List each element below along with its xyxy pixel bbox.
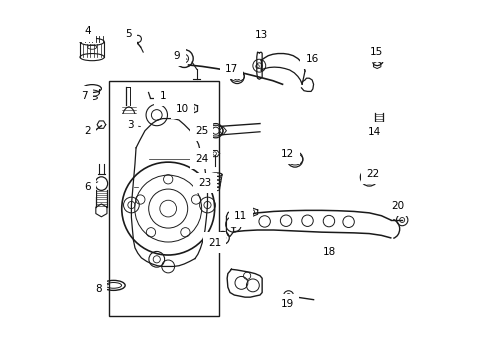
Text: 1: 1: [160, 91, 172, 105]
Text: 9: 9: [174, 51, 187, 61]
Text: 5: 5: [125, 28, 133, 40]
Text: 22: 22: [366, 168, 380, 179]
Text: 25: 25: [195, 126, 208, 136]
Text: 3: 3: [126, 120, 141, 130]
Text: 13: 13: [254, 30, 268, 41]
Text: 21: 21: [208, 238, 221, 248]
Text: 24: 24: [195, 154, 208, 163]
Text: 18: 18: [322, 247, 336, 257]
Text: 15: 15: [370, 47, 383, 57]
Text: 16: 16: [306, 54, 319, 64]
Text: 11: 11: [234, 211, 247, 221]
Text: 4: 4: [84, 26, 92, 37]
Text: 10: 10: [176, 104, 189, 113]
Text: 17: 17: [225, 64, 238, 74]
Text: 19: 19: [281, 299, 294, 309]
Text: 7: 7: [81, 91, 93, 101]
Text: 23: 23: [198, 178, 212, 188]
Text: 8: 8: [95, 284, 109, 294]
Text: 6: 6: [84, 182, 98, 192]
Bar: [109, 81, 220, 316]
Text: 12: 12: [281, 149, 294, 159]
Text: 20: 20: [392, 201, 404, 211]
Text: 14: 14: [368, 127, 381, 137]
Text: 2: 2: [84, 126, 93, 136]
